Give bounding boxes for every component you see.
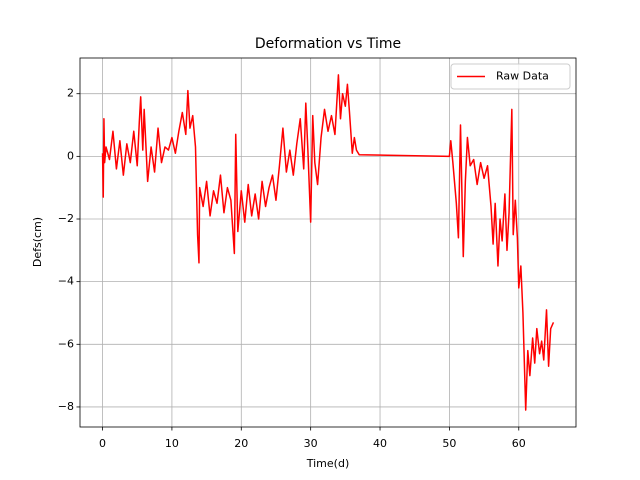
legend-label: Raw Data (496, 70, 549, 83)
x-tick-label: 10 (165, 437, 179, 450)
y-axis-label: Defs(cm) (31, 217, 44, 267)
y-tick-label: −8 (58, 400, 74, 413)
y-tick-label: −2 (58, 212, 74, 225)
y-tick-label: 2 (67, 87, 74, 100)
y-tick-label: −4 (58, 275, 74, 288)
y-tick-label: −6 (58, 337, 74, 350)
x-tick-label: 20 (234, 437, 248, 450)
plot-frame (79, 57, 577, 428)
x-tick-label: 0 (99, 437, 106, 450)
x-tick-label: 30 (304, 437, 318, 450)
y-tick-label: 0 (67, 149, 74, 162)
x-axis-label: Time(d) (306, 457, 350, 470)
x-tick-label: 40 (373, 437, 387, 450)
chart-title: Deformation vs Time (255, 36, 401, 52)
data-line (101, 74, 555, 411)
x-tick-label: 50 (442, 437, 456, 450)
x-tick-label: 60 (512, 437, 526, 450)
legend-box (450, 63, 571, 90)
